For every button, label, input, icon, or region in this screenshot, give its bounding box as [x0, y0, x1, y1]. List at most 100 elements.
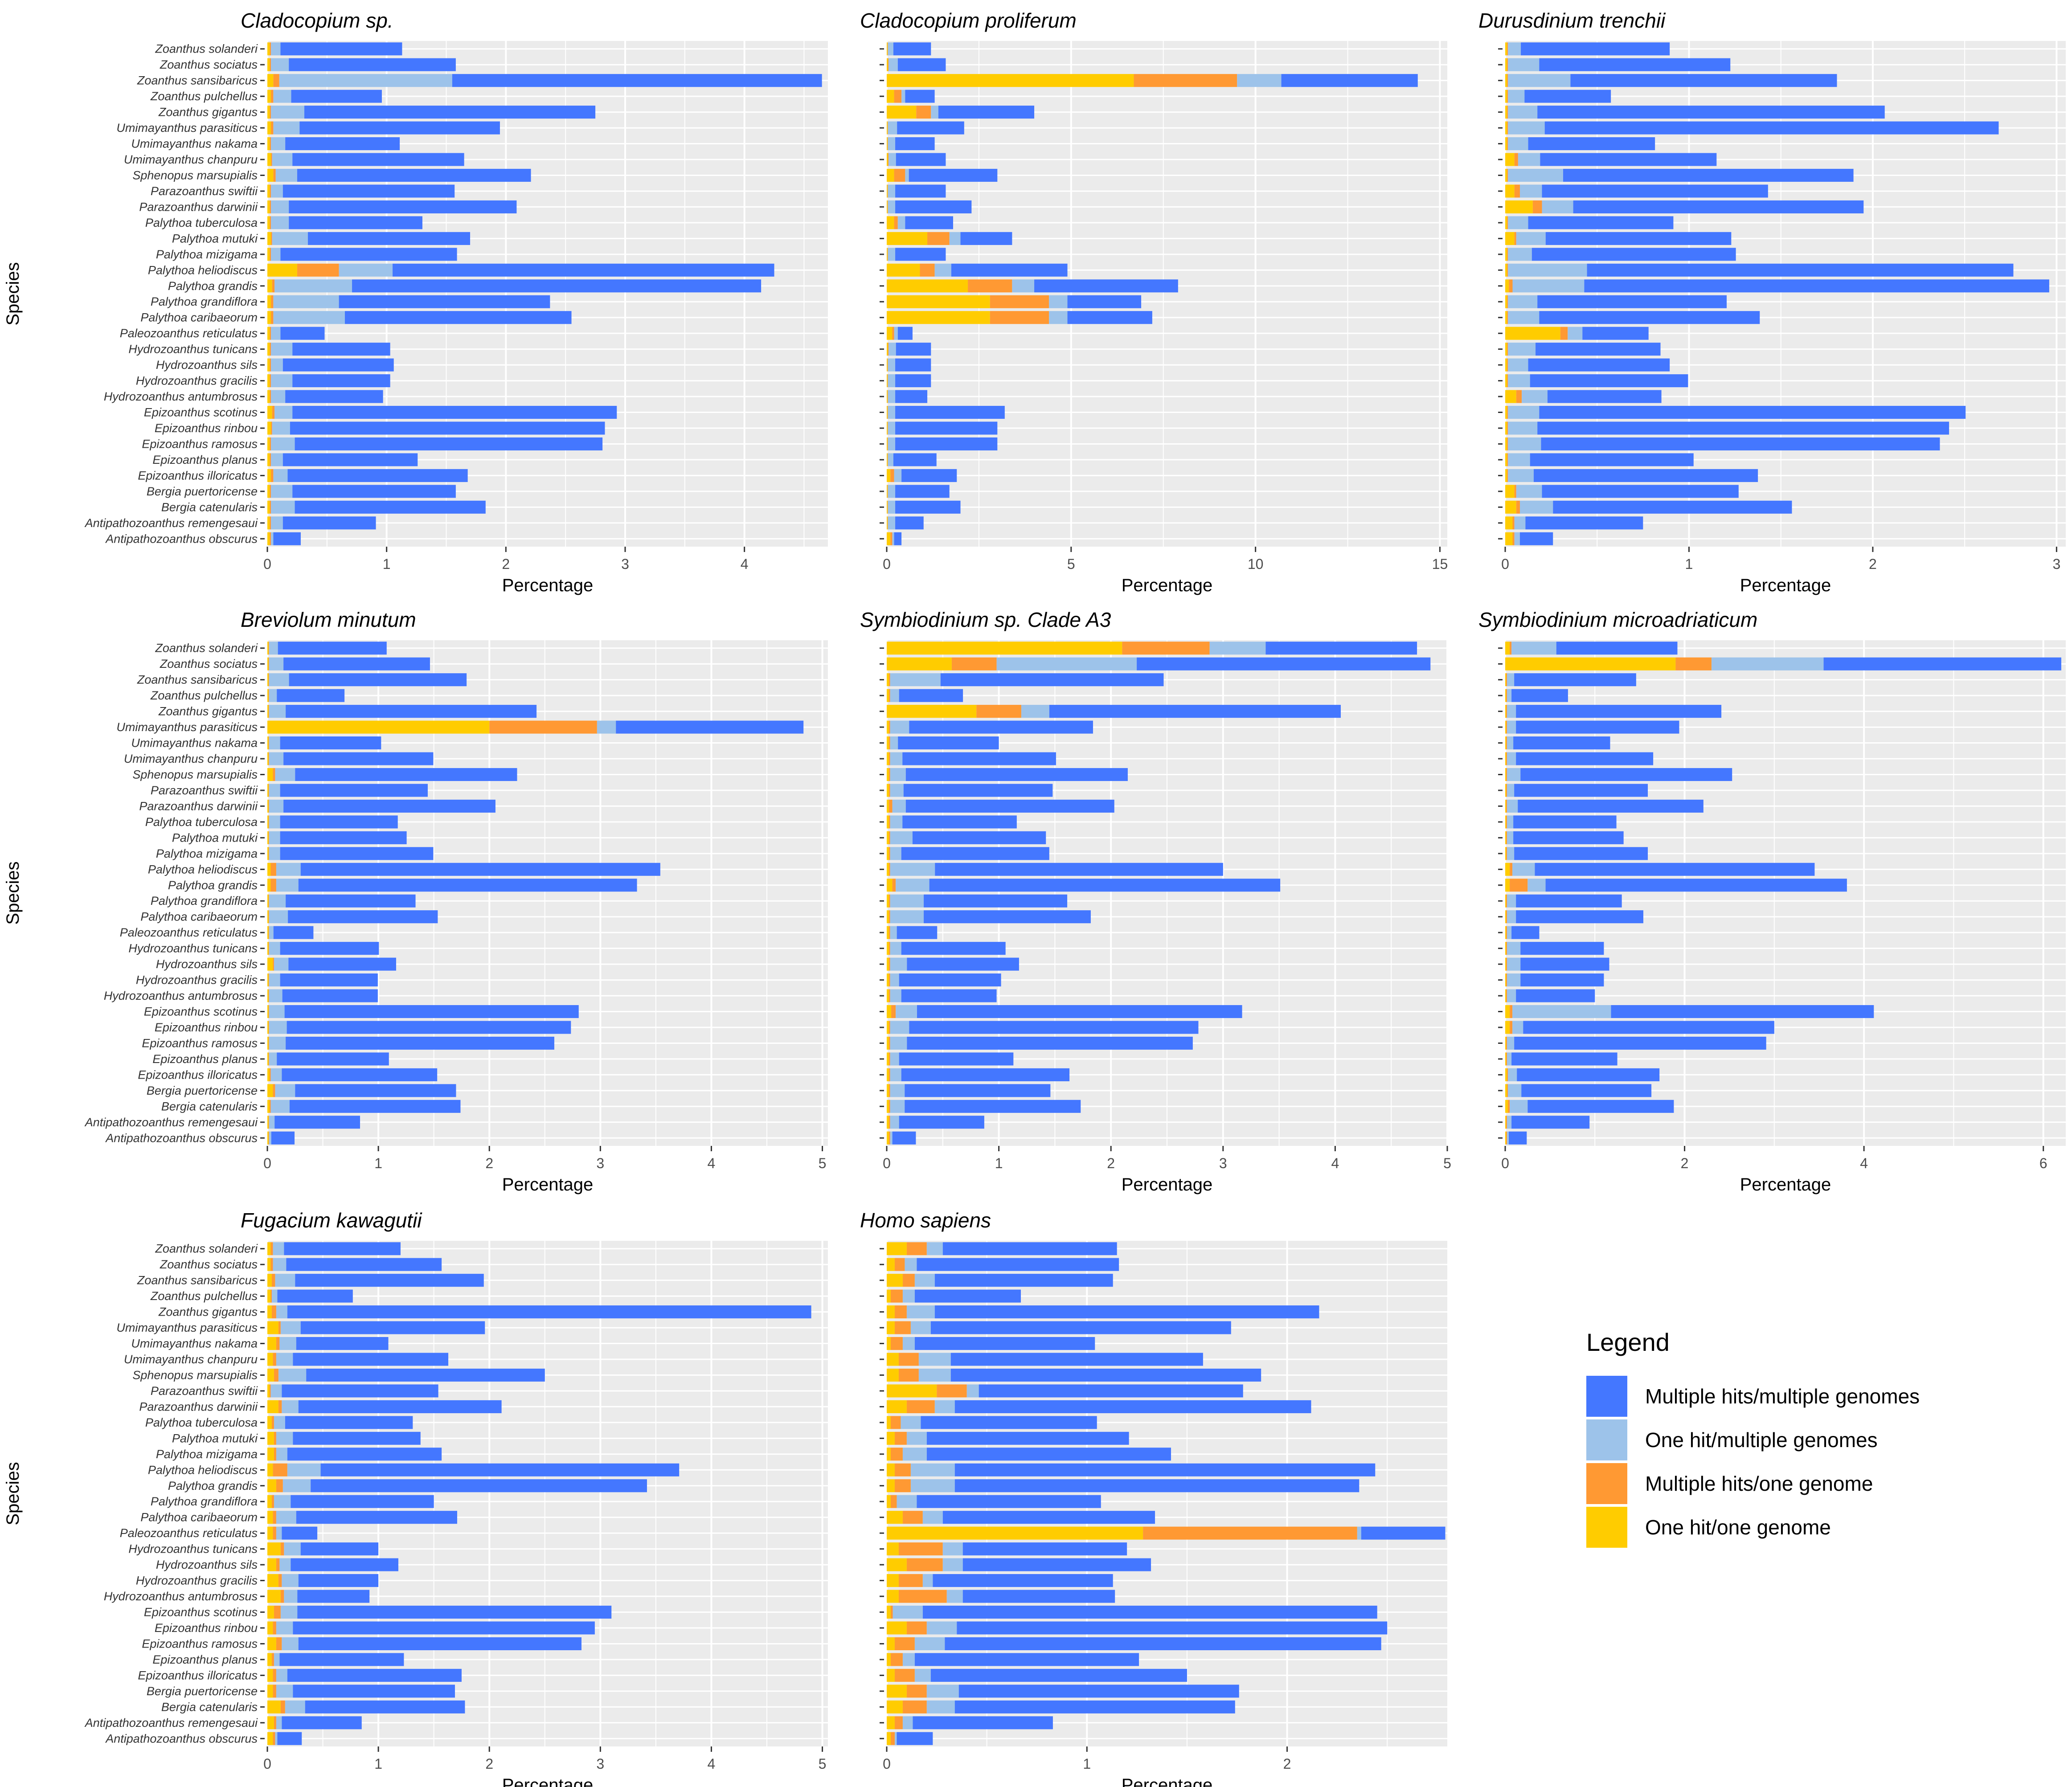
species-label: Parazoanthus swiftii	[151, 784, 258, 797]
bar-segment-multi-one	[271, 121, 274, 135]
bar-segment-multi-multi	[954, 1400, 1311, 1413]
bar-segment-one-one	[1505, 137, 1507, 151]
bar-segment-multi-one	[268, 973, 269, 987]
bar-segment-multi-multi	[289, 1100, 461, 1113]
bar-segment-multi-one	[1507, 168, 1508, 182]
bar-segment-multi-one	[268, 926, 269, 939]
bar-segment-one-multi	[272, 421, 290, 435]
bar-segment-one-one	[1505, 1100, 1508, 1113]
bar-segment-multi-one	[1507, 216, 1508, 229]
bar-segment-multi-one	[888, 343, 889, 356]
bar-segment-multi-multi	[895, 200, 972, 213]
bar-segment-multi-multi	[942, 1511, 1155, 1524]
bar-segment-multi-one	[271, 1305, 276, 1319]
bar-segment-multi-one	[1508, 1100, 1510, 1113]
bar-segment-multi-one	[274, 1368, 278, 1382]
bar-segment-multi-multi	[1067, 295, 1142, 308]
bar-segment-one-multi	[1507, 1052, 1512, 1066]
bar-segment-multi-one	[273, 1668, 276, 1682]
bar-segment-multi-multi	[1584, 279, 2049, 293]
bar-segment-multi-one	[890, 1337, 903, 1350]
bar-segment-multi-one	[902, 1274, 915, 1287]
bar-segment-one-multi	[1507, 910, 1516, 924]
bar-segment-one-multi	[1508, 42, 1521, 56]
bar-segment-one-one	[887, 847, 889, 860]
x-tick-label: 4	[741, 556, 749, 572]
panel-title: Cladocopium sp.	[241, 9, 393, 32]
bar-segment-multi-one	[890, 1448, 903, 1461]
bar-segment-multi-multi	[895, 500, 961, 514]
bar-segment-multi-multi	[893, 453, 937, 466]
bar-segment-one-one	[1505, 942, 1507, 955]
bar-segment-one-multi	[922, 1511, 943, 1524]
bar-segment-one-multi	[926, 1685, 959, 1698]
bar-segment-one-one	[1505, 973, 1507, 987]
bar-segment-multi-one	[906, 1242, 927, 1255]
bar-segment-multi-one	[1507, 42, 1508, 56]
bar-segment-one-multi	[1508, 469, 1534, 482]
bar-segment-one-one	[887, 327, 893, 340]
bar-segment-one-multi	[1507, 705, 1516, 718]
species-label: Umimayanthus chanpuru	[124, 1353, 258, 1366]
bar-segment-multi-one	[1506, 720, 1507, 734]
bar-segment-multi-one	[1506, 1116, 1507, 1129]
bar-segment-multi-one	[270, 532, 271, 545]
bar-segment-multi-multi	[286, 705, 537, 718]
species-label: Hydrozoanthus antumbrosus	[104, 989, 258, 1002]
bar-segment-one-multi	[1568, 327, 1583, 340]
species-label: Epizoanthus scotinus	[144, 1606, 258, 1619]
bar-segment-one-multi	[888, 121, 897, 135]
bar-segment-one-multi	[1507, 847, 1515, 860]
bar-segment-one-multi	[888, 485, 896, 498]
bar-segment-multi-one	[270, 516, 271, 530]
bar-segment-multi-multi	[926, 1448, 1171, 1461]
bar-segment-multi-one	[270, 453, 271, 466]
bar-segment-one-one	[887, 42, 888, 56]
bar-segment-multi-one	[1507, 469, 1508, 482]
bar-segment-multi-multi	[1545, 232, 1732, 245]
species-label: Zoanthus pulchellus	[150, 689, 258, 702]
species-label: Palythoa grandiflora	[151, 894, 258, 908]
bar-segment-one-one	[887, 216, 894, 229]
bar-segment-one-one	[267, 137, 270, 151]
bar-segment-multi-one	[1506, 831, 1507, 844]
bar-segment-one-one	[1505, 894, 1507, 908]
bar-segment-multi-one	[1507, 405, 1508, 419]
bar-segment-one-multi	[905, 168, 909, 182]
bar-segment-one-multi	[890, 831, 913, 844]
bar-segment-one-multi	[1357, 1526, 1361, 1540]
bar-segment-multi-multi	[901, 469, 957, 482]
bar-segment-multi-multi	[921, 1416, 1097, 1429]
legend-label: One hit/one genome	[1645, 1516, 1831, 1539]
bar-segment-one-one	[1505, 374, 1507, 388]
bar-segment-one-multi	[1507, 799, 1518, 813]
bar-segment-multi-multi	[909, 720, 1093, 734]
bar-segment-one-one	[1505, 910, 1507, 924]
legend-swatch-multi-one	[1586, 1463, 1627, 1504]
bar-segment-one-multi	[269, 799, 284, 813]
species-label: Umimayanthus parasiticus	[116, 121, 258, 135]
bar-segment-multi-multi	[902, 752, 1056, 765]
bar-segment-one-one	[887, 1036, 889, 1050]
bar-segment-multi-multi	[283, 657, 430, 671]
species-label: Palythoa grandiflora	[151, 295, 258, 308]
species-label: Zoanthus solanderi	[155, 642, 258, 655]
bar-segment-multi-one	[1506, 894, 1507, 908]
species-label: Palythoa grandiflora	[151, 1495, 258, 1508]
bar-segment-one-one	[267, 1052, 269, 1066]
bar-segment-multi-one	[1506, 942, 1507, 955]
x-tick-label: 1	[1083, 1756, 1091, 1772]
bar-segment-one-one	[887, 736, 889, 750]
bar-segment-multi-one	[898, 1542, 943, 1556]
bar-segment-multi-one	[1507, 137, 1508, 151]
bar-segment-multi-multi	[274, 1116, 360, 1129]
bar-segment-multi-one	[1506, 973, 1507, 987]
bar-segment-one-one	[887, 926, 889, 939]
bar-segment-multi-multi	[277, 1052, 389, 1066]
bar-segment-multi-one	[270, 184, 271, 198]
bar-segment-one-multi	[890, 720, 909, 734]
bar-segment-one-one	[1505, 1068, 1507, 1081]
bar-segment-one-multi	[901, 90, 905, 103]
bar-segment-one-one	[267, 485, 270, 498]
bar-segment-one-multi	[922, 1574, 933, 1587]
